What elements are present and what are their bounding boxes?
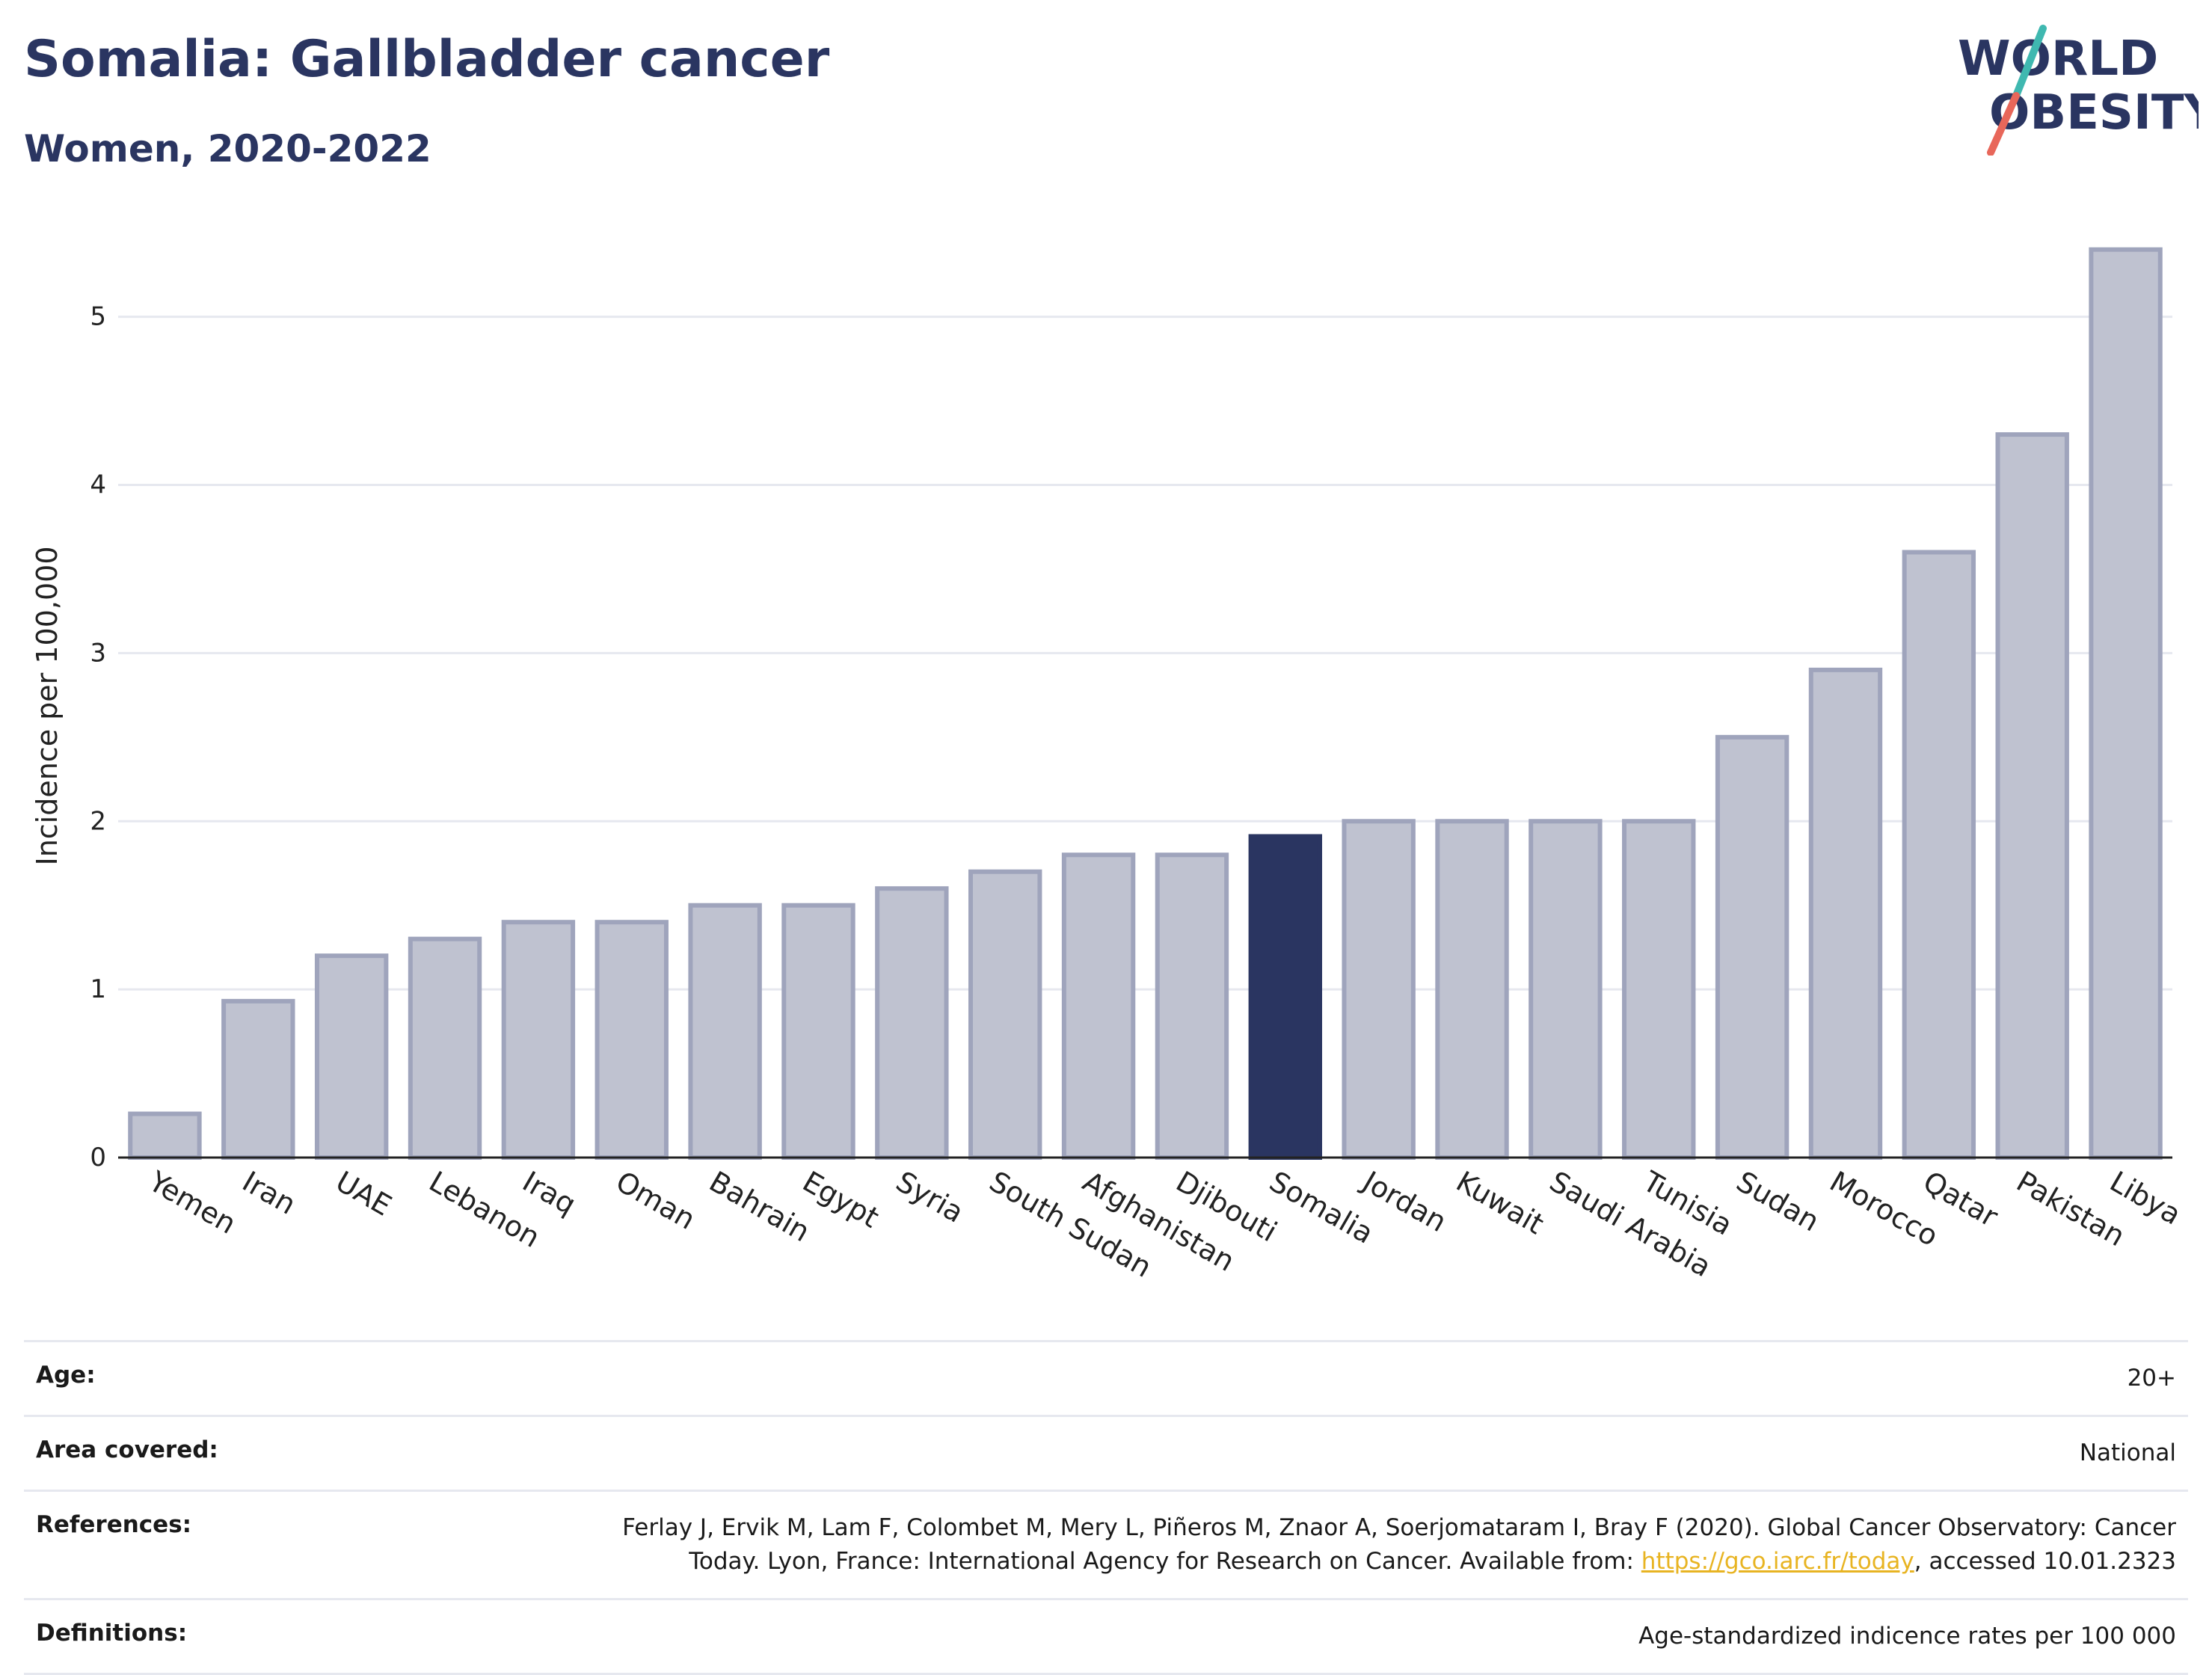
x-tick-label: Iraq: [517, 1165, 581, 1221]
y-axis-label: Incidence per 100,000: [31, 546, 64, 865]
bar-morocco: [1808, 667, 1883, 1160]
bar-somalia: [1248, 834, 1322, 1160]
x-tick-label: Saudi Arabia: [1544, 1165, 1717, 1284]
logo-slash-top: [2012, 25, 2047, 99]
bar-yemen: [128, 1111, 202, 1161]
bar-south-sudan: [968, 869, 1042, 1160]
bar-libya: [2089, 247, 2163, 1160]
references-text-2: Today. Lyon, France: International Agenc…: [689, 1547, 1641, 1575]
bar-oman: [595, 920, 669, 1161]
y-tick-label: 1: [90, 974, 106, 1004]
chart-subtitle: Women, 2020-2022: [24, 127, 431, 170]
x-tick-label: UAE: [331, 1165, 397, 1223]
definitions-value: Age-standardized indicence rates per 100…: [1638, 1622, 2176, 1650]
y-tick-label: 2: [90, 806, 106, 836]
metadata-table: Age: 20+ Area covered: National Referenc…: [24, 1340, 2188, 1675]
area-label: Area covered:: [36, 1436, 218, 1463]
x-tick-label: Iran: [237, 1165, 301, 1221]
bar-bahrain: [688, 903, 762, 1161]
age-value: 20+: [2127, 1365, 2176, 1392]
age-row: Age: 20+: [24, 1340, 2188, 1415]
x-tick-label: Oman: [610, 1165, 701, 1236]
x-tick-label: Yemen: [143, 1164, 242, 1241]
definitions-label: Definitions:: [36, 1619, 188, 1647]
x-tick-label: Kuwait: [1451, 1165, 1549, 1241]
references-text-1: Ferlay J, Ervik M, Lam F, Colombet M, Me…: [622, 1513, 2176, 1541]
logo-slash-bottom: [1987, 92, 2020, 156]
x-tick-label: Somalia: [1264, 1165, 1379, 1250]
bar-egypt: [781, 903, 855, 1161]
bar-djibouti: [1155, 852, 1229, 1161]
bar-uae: [314, 953, 389, 1160]
y-tick-label: 4: [90, 470, 106, 500]
area-row: Area covered: National: [24, 1414, 2188, 1490]
bar-kuwait: [1435, 819, 1509, 1160]
y-tick-label: 0: [90, 1143, 106, 1172]
bar-tunisia: [1622, 819, 1696, 1160]
bar-saudi-arabia: [1529, 819, 1603, 1160]
age-label: Age:: [36, 1362, 96, 1389]
logo-text-world: WORLD: [1958, 31, 2158, 87]
x-tick-label: Sudan: [1731, 1165, 1825, 1238]
bar-lebanon: [408, 936, 482, 1160]
bar-jordan: [1342, 819, 1416, 1160]
references-link[interactable]: https://gco.iarc.fr/today: [1641, 1547, 1914, 1575]
bar-syria: [875, 886, 949, 1160]
y-tick-label: 5: [90, 302, 106, 332]
bar-iran: [221, 998, 295, 1161]
bar-sudan: [1715, 734, 1789, 1160]
references-text-3: , accessed 10.01.2323: [1914, 1547, 2176, 1575]
chart-title: Somalia: Gallbladder cancer: [24, 30, 830, 89]
world-obesity-logo: WORLD OBESITY: [1958, 25, 2199, 156]
references-value: Ferlay J, Ervik M, Lam F, Colombet M, Me…: [622, 1511, 2176, 1579]
x-tick-label: Bahrain: [704, 1165, 815, 1249]
bar-iraq: [501, 920, 576, 1161]
area-value: National: [2079, 1439, 2176, 1466]
bar-afghanistan: [1061, 852, 1136, 1161]
references-label: References:: [36, 1510, 192, 1538]
bar-qatar: [1902, 550, 1976, 1160]
logo-text-obesity: OBESITY: [1989, 85, 2199, 141]
references-row: References: Ferlay J, Ervik M, Lam F, Co…: [24, 1489, 2188, 1598]
definitions-row: Definitions: Age-standardized indicence …: [24, 1597, 2188, 1675]
y-tick-label: 3: [90, 638, 106, 668]
x-tick-label: Syria: [891, 1165, 969, 1229]
bar-pakistan: [1995, 432, 2069, 1160]
